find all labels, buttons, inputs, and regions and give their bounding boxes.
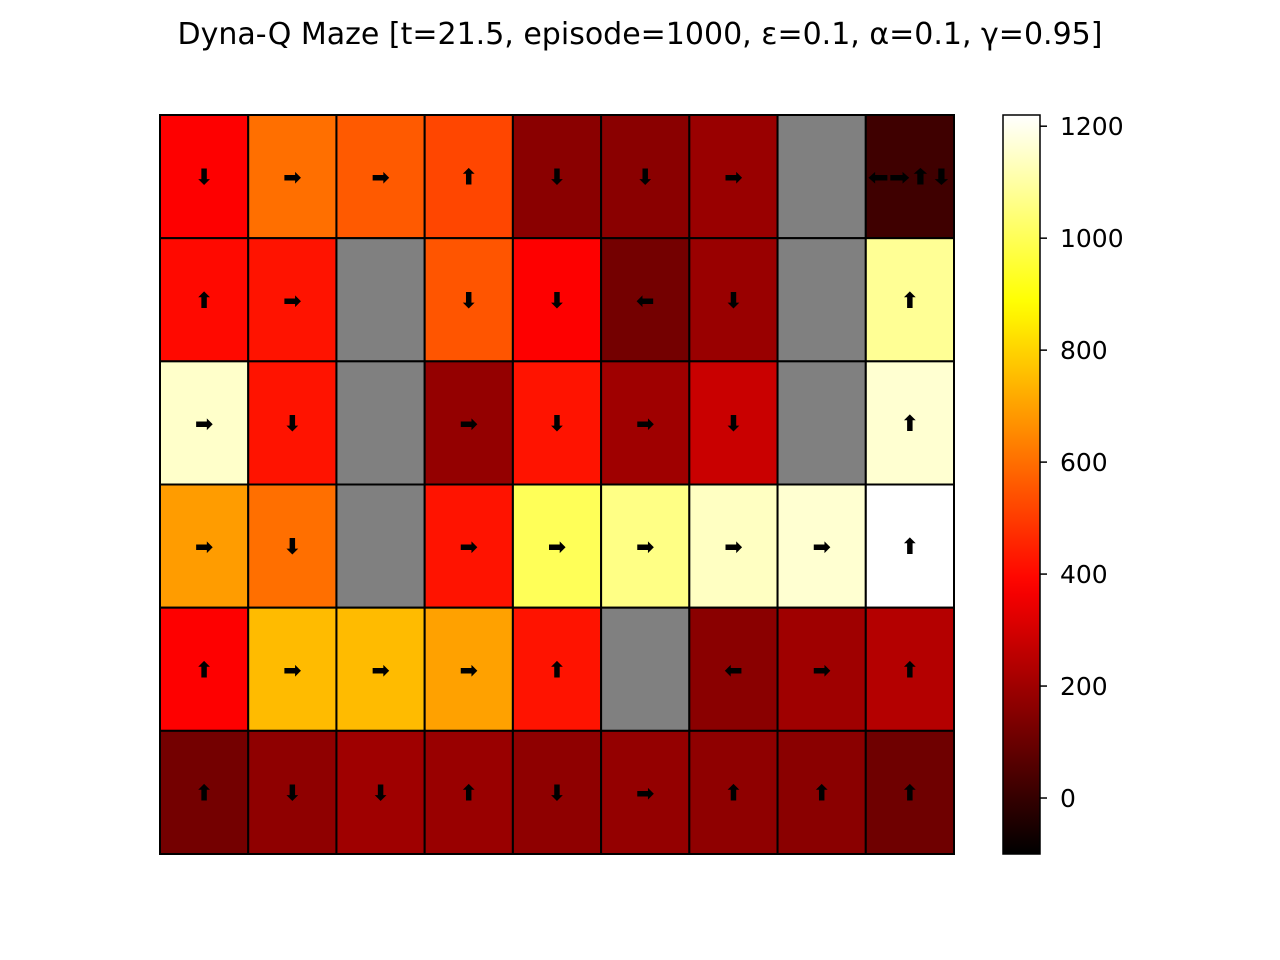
policy-arrow: ➡ <box>636 412 654 437</box>
policy-arrow: ⬆ <box>901 412 919 437</box>
heatmap-cell <box>688 360 779 486</box>
policy-arrow: ⬇ <box>548 781 566 806</box>
colorbar-tick-label: 1200 <box>1060 112 1124 141</box>
policy-arrow: ➡ <box>724 166 742 191</box>
heatmap-cell <box>600 360 691 486</box>
policy-arrow: ⬆ <box>812 781 830 806</box>
policy-arrow: ⬅ <box>724 658 742 683</box>
heatmap-cell <box>423 729 514 855</box>
policy-arrow: ➡ <box>460 535 478 560</box>
chart-title: Dyna-Q Maze [t=21.5, episode=1000, ε=0.1… <box>178 17 1103 52</box>
wall-cell <box>335 237 426 363</box>
policy-arrow: ➡ <box>195 535 213 560</box>
heatmap-cell <box>335 729 426 855</box>
heatmap-cell <box>335 114 426 240</box>
heatmap-cell <box>688 606 779 732</box>
heatmap-cell <box>511 360 603 486</box>
policy-arrow: ⬆ <box>195 781 213 806</box>
wall-cell <box>335 483 426 609</box>
policy-arrow: ⬇ <box>636 166 654 191</box>
colorbar: 0 200 400 600 800 1000 1200 <box>1002 112 1124 855</box>
policy-arrow: ⬇ <box>283 535 301 560</box>
policy-arrow: ⬆ <box>195 658 213 683</box>
colorbar-ticks: 0 200 400 600 800 1000 1200 <box>1040 112 1124 813</box>
policy-arrow: ➡ <box>371 166 389 191</box>
colorbar-gradient <box>1002 114 1041 855</box>
heatmap-cell <box>511 729 603 855</box>
policy-arrow: ⬆ <box>901 658 919 683</box>
heatmap-grid: ⬇ ➡ ➡ ⬆ ⬇ ⬇ ➡ ⬅➡⬆⬇⬆ ➡ ⬇ ⬇ ⬅ ⬇ ⬆➡ ⬇ ➡ ⬇ ➡ ⬇ ⬆➡ ⬇ ➡ ➡ ➡ ➡ ➡ ⬆⬆ ➡ ➡ ➡ ⬆ ⬅ ➡… <box>159 114 955 855</box>
policy-arrow: ⬆ <box>901 289 919 314</box>
policy-arrow: ➡ <box>283 658 301 683</box>
heatmap-cell <box>159 114 250 240</box>
policy-arrow: ➡ <box>283 289 301 314</box>
colorbar-tick-label: 200 <box>1060 672 1108 701</box>
heatmap-cell <box>600 114 691 240</box>
wall-cell <box>600 606 691 732</box>
policy-arrow: ⬇ <box>724 412 742 437</box>
colorbar-tick-label: 800 <box>1060 336 1108 365</box>
policy-arrow: ⬆ <box>724 781 742 806</box>
heatmap-cell <box>864 114 955 240</box>
heatmap-cell <box>776 483 867 609</box>
colorbar-tick-label: 0 <box>1060 784 1076 813</box>
policy-arrow: ⬇ <box>283 412 301 437</box>
heatmap-cell <box>423 483 514 609</box>
policy-arrow: ➡ <box>283 166 301 191</box>
policy-arrow: ➡ <box>548 535 566 560</box>
heatmap-cell <box>247 114 338 240</box>
policy-arrow: ⬇ <box>195 166 213 191</box>
policy-arrow: ⬇ <box>371 781 389 806</box>
policy-arrow: ➡ <box>460 658 478 683</box>
policy-arrow: ⬆ <box>901 781 919 806</box>
wall-cell <box>776 360 867 486</box>
heatmap-cell <box>688 729 779 855</box>
heatmap-cell <box>864 483 955 609</box>
heatmap-cell <box>159 729 250 855</box>
wall-cell <box>335 360 426 486</box>
heatmap-cell <box>864 360 955 486</box>
wall-cell <box>776 114 867 240</box>
policy-arrow: ⬇ <box>548 289 566 314</box>
policy-arrow: ➡ <box>195 412 213 437</box>
policy-arrow: ➡ <box>812 535 830 560</box>
heatmap-cell <box>776 606 867 732</box>
heatmap-cell <box>864 729 955 855</box>
heatmap-cell <box>159 360 250 486</box>
heatmap-cell <box>688 483 779 609</box>
colorbar-tick-label: 400 <box>1060 560 1108 589</box>
policy-arrow: ⬇ <box>548 166 566 191</box>
policy-arrow: ➡ <box>724 535 742 560</box>
policy-arrow: ⬆ <box>901 535 919 560</box>
heatmap-cell <box>776 729 867 855</box>
heatmap-cell <box>159 483 250 609</box>
policy-arrow: ⬆ <box>195 289 213 314</box>
policy-arrow: ⬇ <box>724 289 742 314</box>
colorbar-tick-label: 600 <box>1060 448 1108 477</box>
heatmap-cell <box>159 606 250 732</box>
policy-arrow: ➡ <box>636 781 654 806</box>
heatmap-cell <box>600 483 691 609</box>
policy-arrow: ➡ <box>812 658 830 683</box>
wall-cell <box>776 237 867 363</box>
policy-arrow: ⬆ <box>548 658 566 683</box>
policy-arrow: ➡ <box>636 535 654 560</box>
policy-arrow: ⬇ <box>548 412 566 437</box>
policy-arrow: ⬅➡⬆⬇ <box>868 166 952 191</box>
policy-arrow: ➡ <box>371 658 389 683</box>
policy-arrow: ⬆ <box>460 781 478 806</box>
policy-arrow: ⬆ <box>460 166 478 191</box>
policy-arrow: ⬅ <box>636 289 654 314</box>
heatmap-cell <box>247 729 338 855</box>
policy-arrow: ➡ <box>460 412 478 437</box>
heatmap-cell <box>247 237 338 363</box>
policy-arrow: ⬇ <box>283 781 301 806</box>
heatmap-cell <box>423 360 514 486</box>
policy-arrow: ⬇ <box>460 289 478 314</box>
heatmap-cell <box>511 237 603 363</box>
colorbar-tick-label: 1000 <box>1060 224 1124 253</box>
heatmap-cell <box>247 360 338 486</box>
heatmap-cell <box>688 237 779 363</box>
